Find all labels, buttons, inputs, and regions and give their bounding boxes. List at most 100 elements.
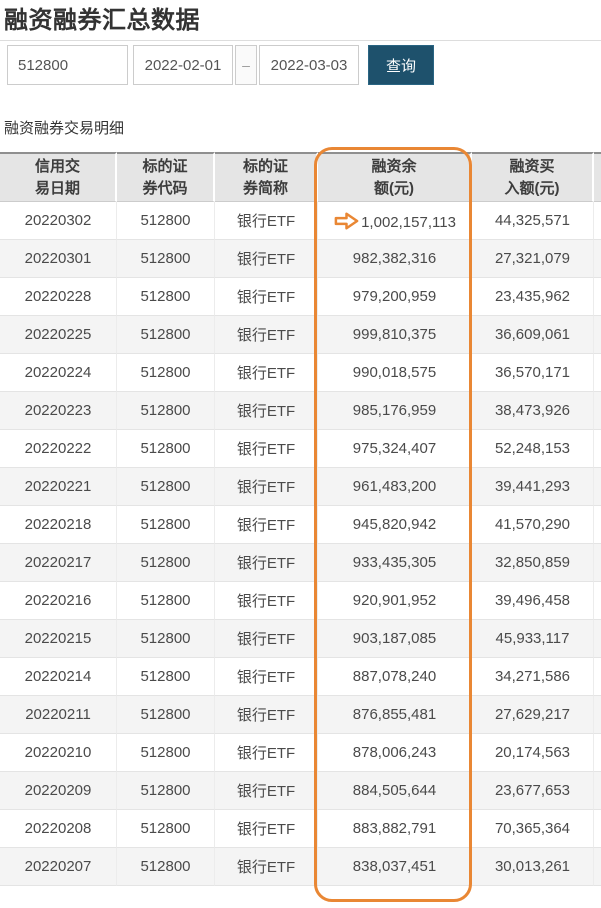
security-name-cell: 银行ETF	[215, 240, 318, 278]
security-code-cell: 512800	[117, 696, 215, 734]
overflow-cell	[594, 772, 601, 810]
table-section-title: 融资融券交易明细	[4, 120, 125, 137]
credit-date-cell: 20220210	[0, 734, 117, 772]
security-name-cell: 银行ETF	[215, 430, 318, 468]
financing-buy-cell: 38,473,926	[472, 392, 594, 430]
table-row: 20220215 512800 银行ETF 903,187,085 45,933…	[0, 620, 601, 658]
table-row: 20220217 512800 银行ETF 933,435,305 32,850…	[0, 544, 601, 582]
financing-balance-cell: 876,855,481	[318, 696, 472, 734]
financing-buy-cell: 36,609,061	[472, 316, 594, 354]
end-date-input[interactable]	[259, 45, 359, 85]
table-header-row: 信用交 易日期 标的证 券代码 标的证 券简称 融资余 额(元) 融资买 入	[0, 152, 601, 202]
financing-balance-cell: 999,810,375	[318, 316, 472, 354]
financing-buy-cell: 44,325,571	[472, 202, 594, 240]
financing-balance-cell: 975,324,407	[318, 430, 472, 468]
security-code-cell: 512800	[117, 848, 215, 886]
financing-balance-cell: 883,882,791	[318, 810, 472, 848]
security-code-input[interactable]	[7, 45, 128, 85]
overflow-cell	[594, 810, 601, 848]
security-name-cell: 银行ETF	[215, 506, 318, 544]
financing-buy-cell: 23,677,653	[472, 772, 594, 810]
financing-balance-cell: 982,382,316	[318, 240, 472, 278]
security-name-cell: 银行ETF	[215, 354, 318, 392]
security-name-cell: 银行ETF	[215, 278, 318, 316]
security-code-cell: 512800	[117, 240, 215, 278]
financing-buy-cell: 45,933,117	[472, 620, 594, 658]
financing-balance-cell: 985,176,959	[318, 392, 472, 430]
security-code-cell: 512800	[117, 544, 215, 582]
credit-date-cell: 20220217	[0, 544, 117, 582]
security-code-cell: 512800	[117, 810, 215, 848]
table-row: 20220216 512800 银行ETF 920,901,952 39,496…	[0, 582, 601, 620]
financing-balance-cell: 961,483,200	[318, 468, 472, 506]
security-name-cell: 银行ETF	[215, 620, 318, 658]
security-code-cell: 512800	[117, 316, 215, 354]
credit-date-cell: 20220302	[0, 202, 117, 240]
page-title: 融资融券汇总数据	[4, 7, 200, 34]
financing-balance-cell: 933,435,305	[318, 544, 472, 582]
financing-balance-cell: 887,078,240	[318, 658, 472, 696]
financing-balance-cell: 920,901,952	[318, 582, 472, 620]
financing-balance-cell: 979,200,959	[318, 278, 472, 316]
table-row: 20220208 512800 银行ETF 883,882,791 70,365…	[0, 810, 601, 848]
credit-date-cell: 20220222	[0, 430, 117, 468]
overflow-cell	[594, 848, 601, 886]
financing-buy-cell: 27,321,079	[472, 240, 594, 278]
table-row: 20220214 512800 银行ETF 887,078,240 34,271…	[0, 658, 601, 696]
security-code-cell: 512800	[117, 278, 215, 316]
financing-balance-cell: 884,505,644	[318, 772, 472, 810]
security-code-cell: 512800	[117, 430, 215, 468]
security-code-cell: 512800	[117, 468, 215, 506]
financing-buy-cell: 27,629,217	[472, 696, 594, 734]
financing-buy-cell: 39,441,293	[472, 468, 594, 506]
highlight-arrow-icon	[334, 212, 359, 229]
financing-balance-cell: 878,006,243	[318, 734, 472, 772]
financing-buy-cell: 70,365,364	[472, 810, 594, 848]
security-code-cell: 512800	[117, 392, 215, 430]
security-name-cell: 银行ETF	[215, 582, 318, 620]
credit-date-cell: 20220216	[0, 582, 117, 620]
start-date-input[interactable]	[133, 45, 233, 85]
overflow-cell	[594, 240, 601, 278]
security-code-cell: 512800	[117, 354, 215, 392]
table-row: 20220218 512800 银行ETF 945,820,942 41,570…	[0, 506, 601, 544]
security-name-cell: 银行ETF	[215, 202, 318, 240]
table-row: 20220224 512800 银行ETF 990,018,575 36,570…	[0, 354, 601, 392]
overflow-cell	[594, 544, 601, 582]
financing-buy-cell: 41,570,290	[472, 506, 594, 544]
security-name-cell: 银行ETF	[215, 696, 318, 734]
credit-date-cell: 20220211	[0, 696, 117, 734]
financing-buy-cell: 32,850,859	[472, 544, 594, 582]
security-name-cell: 银行ETF	[215, 772, 318, 810]
financing-buy-cell: 23,435,962	[472, 278, 594, 316]
financing-balance-cell: 903,187,085	[318, 620, 472, 658]
table-row: 20220211 512800 银行ETF 876,855,481 27,629…	[0, 696, 601, 734]
financing-balance-cell: 838,037,451	[318, 848, 472, 886]
overflow-cell	[594, 354, 601, 392]
security-name-cell: 银行ETF	[215, 316, 318, 354]
table-row: 20220209 512800 银行ETF 884,505,644 23,677…	[0, 772, 601, 810]
credit-date-cell: 20220215	[0, 620, 117, 658]
query-button[interactable]: 查询	[368, 45, 434, 85]
credit-date-cell: 20220221	[0, 468, 117, 506]
overflow-cell	[594, 316, 601, 354]
col-header-security-name: 标的证 券简称	[215, 152, 318, 202]
security-code-cell: 512800	[117, 772, 215, 810]
table-row: 20220228 512800 银行ETF 979,200,959 23,435…	[0, 278, 601, 316]
table-row: 20220207 512800 银行ETF 838,037,451 30,013…	[0, 848, 601, 886]
overflow-cell	[594, 506, 601, 544]
credit-date-cell: 20220218	[0, 506, 117, 544]
security-code-cell: 512800	[117, 734, 215, 772]
financing-buy-cell: 34,271,586	[472, 658, 594, 696]
financing-balance-cell: 990,018,575	[318, 354, 472, 392]
overflow-cell	[594, 278, 601, 316]
table-row: 20220210 512800 银行ETF 878,006,243 20,174…	[0, 734, 601, 772]
table-row: 20220301 512800 银行ETF 982,382,316 27,321…	[0, 240, 601, 278]
security-name-cell: 银行ETF	[215, 848, 318, 886]
table-row: 20220222 512800 银行ETF 975,324,407 52,248…	[0, 430, 601, 468]
security-name-cell: 银行ETF	[215, 544, 318, 582]
security-name-cell: 银行ETF	[215, 392, 318, 430]
overflow-cell	[594, 392, 601, 430]
col-header-security-code: 标的证 券代码	[117, 152, 215, 202]
security-code-cell: 512800	[117, 202, 215, 240]
